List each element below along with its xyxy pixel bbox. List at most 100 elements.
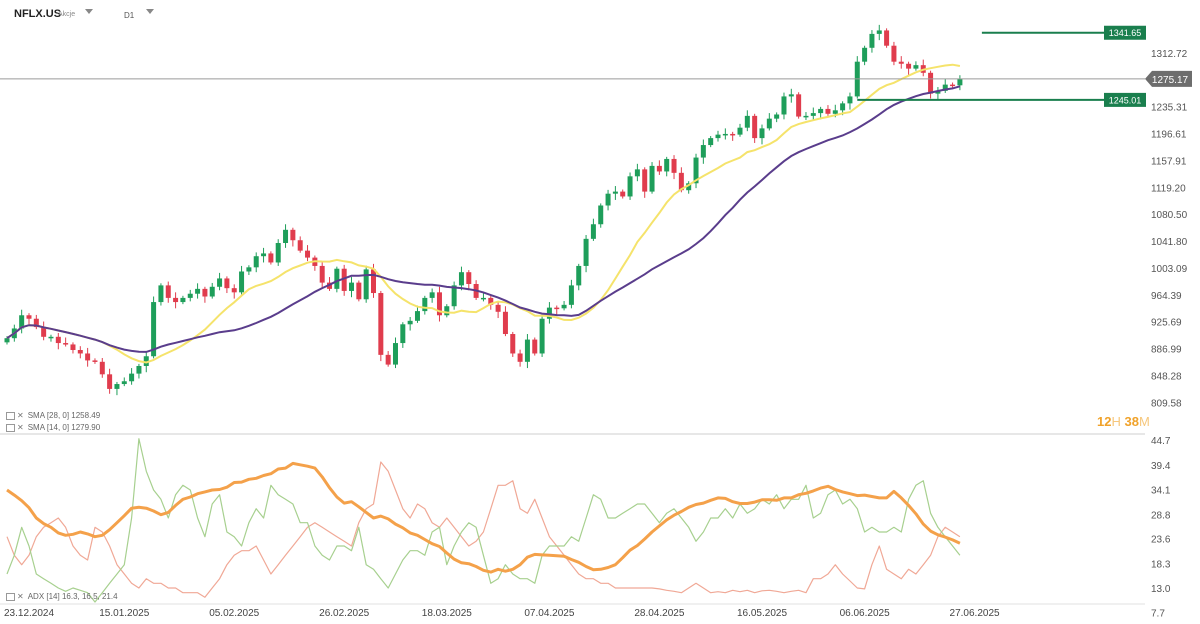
candle — [217, 272, 223, 291]
date-tick-label: 28.04.2025 — [634, 608, 684, 619]
candle — [41, 321, 47, 341]
level-label-box — [1104, 25, 1146, 40]
candle — [715, 130, 721, 142]
candle — [664, 156, 670, 177]
candle — [583, 235, 589, 273]
candle — [627, 172, 633, 200]
candle-body — [928, 72, 934, 94]
adx-tick-label: 18.3 — [1151, 559, 1171, 570]
candle — [114, 381, 120, 396]
close-icon[interactable]: ✕ — [17, 411, 24, 420]
candle — [649, 162, 655, 194]
candle — [568, 279, 574, 309]
candle — [202, 286, 208, 303]
candle-body — [825, 108, 831, 114]
date-tick-label: 18.03.2025 — [422, 608, 472, 619]
candle-body — [737, 127, 743, 135]
candle — [620, 189, 626, 199]
timeframe-selector[interactable]: D1 — [124, 11, 135, 20]
candle — [107, 368, 113, 394]
candle — [444, 304, 450, 318]
indicator-settings-icon[interactable] — [6, 423, 15, 432]
candle-body — [744, 115, 750, 128]
current-price-tag — [1145, 70, 1192, 87]
candle — [686, 181, 692, 194]
candle — [561, 301, 567, 311]
candle — [392, 337, 398, 369]
countdown-hours: 12 — [1097, 414, 1112, 429]
candle-body — [19, 315, 25, 329]
countdown-minutes-unit: M — [1138, 414, 1150, 429]
indicator-settings-icon[interactable] — [6, 592, 15, 601]
candle-body — [99, 361, 105, 375]
candle-body — [708, 138, 714, 146]
candle — [283, 224, 289, 248]
candle — [517, 349, 523, 367]
candle-body — [664, 158, 670, 172]
candle-body — [202, 288, 208, 297]
candle — [825, 105, 831, 116]
price-level: 1341.65 — [981, 25, 1146, 40]
price-levels[interactable]: 1341.65 1245.01 — [857, 25, 1146, 107]
candle — [363, 265, 369, 303]
candle-body — [598, 205, 604, 225]
candle-body — [781, 96, 787, 115]
candle-body — [942, 84, 948, 91]
candle — [385, 351, 391, 367]
candle-body — [539, 318, 545, 354]
symbol-label[interactable]: NFLX.US — [14, 8, 62, 20]
candle-body — [77, 350, 83, 354]
candle-body — [759, 128, 765, 139]
candle — [99, 357, 105, 378]
candle — [253, 252, 259, 273]
candle — [766, 113, 772, 131]
candle — [121, 377, 127, 387]
close-icon[interactable]: ✕ — [17, 592, 24, 601]
date-tick-label: 27.06.2025 — [950, 608, 1000, 619]
candle-body — [612, 191, 618, 194]
candle-body — [458, 272, 464, 286]
candle — [305, 245, 311, 262]
candle-body — [576, 265, 582, 286]
candle — [26, 313, 32, 325]
timeframe-dropdown-caret-icon[interactable] — [146, 9, 154, 14]
candle — [524, 334, 530, 369]
price-tick-label: 1119.20 — [1151, 183, 1186, 194]
candle-body — [158, 285, 164, 303]
candle-body — [444, 306, 450, 316]
current-price-label: 1275.17 — [1152, 75, 1189, 86]
level-label: 1245.01 — [1109, 95, 1142, 105]
candle-body — [546, 307, 552, 319]
adx-legend[interactable]: ✕ ADX [14] 16.3, 16.5, 21.4 — [6, 592, 118, 601]
price-tick-label: 886.99 — [1151, 345, 1182, 356]
adx-tick-label: 7.7 — [1151, 609, 1165, 620]
sma14-legend[interactable]: ✕ SMA [14, 0] 1279.90 — [6, 423, 100, 432]
candle — [48, 334, 54, 342]
candle-body — [371, 269, 376, 294]
candle — [920, 59, 926, 77]
sma28-legend-label: SMA [28, 0] 1258.49 — [27, 411, 101, 420]
candle-body — [524, 339, 530, 362]
candle — [788, 88, 794, 103]
candle-body — [451, 285, 457, 307]
sma28-legend[interactable]: ✕ SMA [28, 0] 1258.49 — [6, 411, 100, 420]
candle-body — [891, 45, 897, 62]
date-tick-label: 23.12.2024 — [4, 608, 54, 619]
candle — [634, 163, 640, 182]
candle — [480, 292, 486, 302]
symbol-dropdown-caret-icon[interactable] — [85, 9, 93, 14]
close-icon[interactable]: ✕ — [17, 423, 24, 432]
candle — [70, 342, 76, 354]
candle — [414, 305, 420, 323]
candle — [942, 79, 948, 93]
candle-body — [349, 282, 355, 291]
candle-body — [283, 229, 289, 244]
indicator-settings-icon[interactable] — [6, 411, 15, 420]
price-tick-label: 925.69 — [1151, 318, 1182, 329]
candle — [502, 306, 508, 337]
candle — [275, 239, 281, 266]
candle — [246, 265, 252, 275]
candle — [854, 56, 860, 99]
date-tick-label: 16.05.2025 — [737, 608, 787, 619]
